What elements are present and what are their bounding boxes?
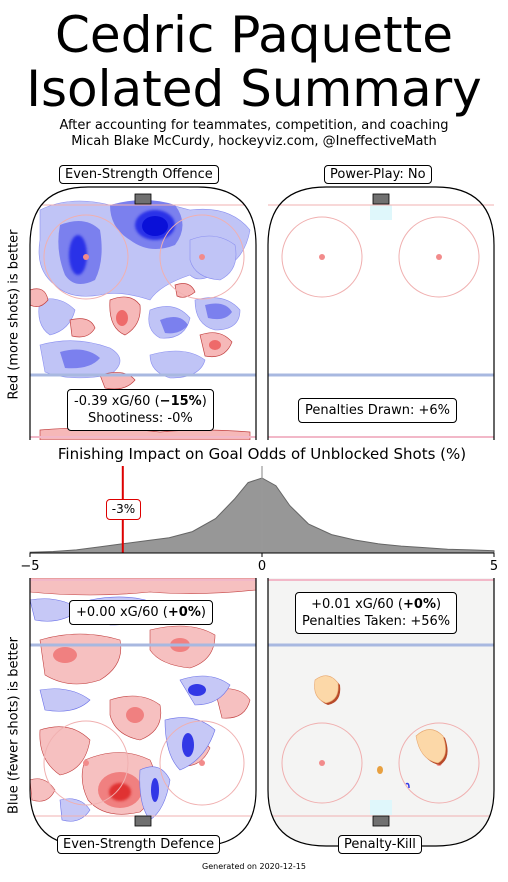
es-defence-xg-pct: +0% [167, 605, 201, 620]
pk-stats: +0.01 xG/60 (+0%) Penalties Taken: +56% [295, 592, 458, 634]
es-defence-xg: +0.00 xG/60 ( [76, 605, 168, 620]
es-defence-xg-close: ) [200, 605, 206, 620]
es-offence-label: Even-Strength Offence [59, 165, 219, 184]
pk-xg-close: ) [435, 597, 442, 612]
pp-rink [267, 186, 495, 440]
subtitle-line-1: After accounting for teammates, competit… [59, 118, 449, 133]
es-defence-rink [29, 578, 257, 847]
pk-net-icon [372, 815, 390, 827]
title-line-1: Cedric Paquette [55, 6, 453, 64]
x-tick-label: 5 [490, 559, 498, 574]
pk-heatmap [314, 675, 448, 789]
x-tick-label: 0 [258, 559, 266, 574]
footer: Generated on 2020-12-15 [202, 862, 306, 871]
pk-xg-pct: +0% [403, 597, 436, 612]
pp-stats: Penalties Drawn: +6% [298, 398, 458, 423]
pp-label: Power-Play: No [324, 165, 432, 184]
finishing-density-chart: Finishing Impact on Goal Odds of Unblock… [20, 445, 498, 574]
player-marker-label: -3% [105, 499, 142, 520]
pk-xg: +0.01 xG/60 ( [311, 597, 403, 612]
subtitle-line-2: Micah Blake McCurdy, hockeyviz.com, @Ine… [71, 134, 437, 149]
title-line-2: Isolated Summary [26, 60, 482, 118]
side-label-bottom: Blue (fewer shots) is better [6, 637, 22, 814]
es-defence-stats: +0.00 xG/60 (+0%) [69, 600, 213, 625]
chart-title: Finishing Impact on Goal Odds of Unblock… [58, 445, 466, 463]
pp-penalties-drawn: Penalties Drawn: +6% [305, 403, 451, 418]
es-offence-xg-close: ) [201, 394, 207, 409]
es-offence-net-icon [134, 193, 152, 205]
side-label-top: Red (more shots) is better [6, 229, 22, 400]
es-offence-xg: -0.39 xG/60 ( [74, 394, 160, 409]
es-offence-shootiness: Shootiness: -0% [88, 411, 193, 426]
x-tick-label: −5 [20, 559, 39, 574]
es-offence-xg-pct: −15% [159, 394, 202, 409]
es-defence-net-icon [134, 815, 152, 827]
pk-penalties-taken: Penalties Taken: +56% [302, 614, 451, 629]
es-offence-stats: -0.39 xG/60 (−15%) Shootiness: -0% [67, 389, 214, 431]
pk-label: Penalty-Kill [338, 835, 422, 854]
es-defence-label: Even-Strength Defence [57, 835, 221, 854]
pp-net-icon [372, 193, 390, 205]
